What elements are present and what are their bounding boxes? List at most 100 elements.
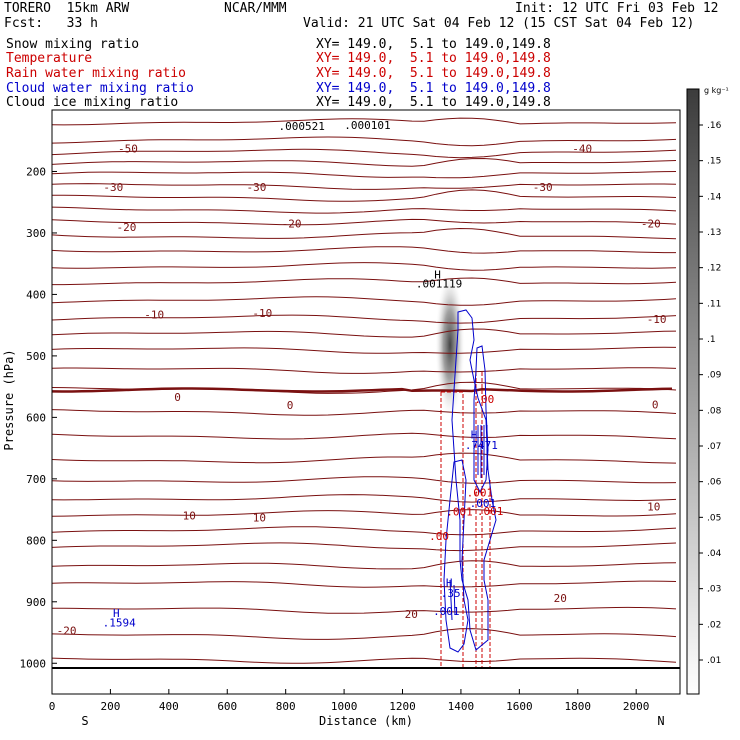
temperature-labels: -50 -40 -30 -30 -30 -20 -20 -20 -10 -10 -10 0 0 0 10 10…: [57, 143, 667, 638]
temperature-label: 10: [183, 510, 196, 523]
y-tick-label: 400: [26, 288, 46, 301]
colorbar-tick-label: .05: [707, 513, 721, 523]
temperature-contour: [52, 494, 677, 503]
colorbar-tick-label: .16: [707, 121, 722, 131]
header-valid: Valid: 21 UTC Sat 04 Feb 12 (15 CST Sat …: [303, 16, 695, 31]
temperature-contour: [52, 452, 677, 464]
cloud-contour: [451, 309, 497, 651]
temperature-label: -10: [252, 307, 272, 320]
temperature-label: 0: [287, 399, 294, 412]
colorbar-tick-label: .13: [707, 228, 721, 238]
header-org: NCAR/MMM: [224, 1, 287, 16]
colorbar-tick-label: .01: [707, 656, 721, 666]
temperature-contour: [52, 314, 677, 324]
x-tick-label: 200: [100, 700, 120, 713]
temperature-contour: [52, 189, 677, 202]
field-range-cloud-ice: XY= 149.0, 5.1 to 149.0,149.8: [316, 95, 551, 110]
temperature-contour: [52, 580, 677, 588]
colorbar-tick-label: .03: [707, 585, 721, 595]
temperature-contour: [52, 227, 677, 240]
temperature-label: -40: [572, 143, 592, 156]
annotation-label: .35: [441, 587, 461, 600]
temperature-contour: [52, 277, 677, 286]
annotation-label: .1594: [103, 617, 136, 630]
colorbar-ramp: [686, 88, 700, 695]
annotation-label: .001: [446, 505, 473, 518]
temperature-label: -30: [103, 181, 123, 194]
colorbar-unit: g kg⁻¹: [704, 86, 729, 95]
cloud-contour: [477, 425, 488, 478]
field-range-cloud-water: XY= 149.0, 5.1 to 149.0,149.8: [316, 81, 551, 96]
field-name-snow: Snow mixing ratio: [6, 37, 140, 52]
temperature-contour: [52, 476, 677, 484]
cloud-contour: [449, 579, 456, 621]
y-tick-label: 800: [26, 534, 46, 547]
y-axis-title: Pressure (hPa): [2, 349, 16, 450]
temperature-contour: [52, 628, 677, 640]
rain-contour: [475, 372, 491, 668]
y-tick-label: 900: [26, 596, 46, 609]
temperature-label: -30: [533, 181, 553, 194]
temperature-contour: [52, 409, 677, 416]
y-tick-label: 700: [26, 473, 46, 486]
colorbar: g kg⁻¹ .16 .15 .14 .13 .12 .11 .1 .09 .08 .07 .06.…: [686, 86, 729, 695]
temperature-contour: [52, 560, 677, 570]
temperature-label: -20: [641, 218, 661, 231]
temperature-contour: [52, 148, 677, 159]
temperature-label: 10: [253, 512, 266, 525]
colorbar-tick-label: .07: [707, 442, 721, 452]
header-model: TORERO 15km ARW: [4, 1, 130, 16]
colorbar-tick-label: .08: [707, 406, 722, 416]
cloud-contour: [473, 345, 489, 494]
colorbar-tick-label: .15: [707, 157, 721, 167]
x-tick-label: 1200: [389, 700, 416, 713]
x-axis-title: Distance (km): [319, 714, 413, 728]
field-name-cloud-water: Cloud water mixing ratio: [6, 81, 194, 96]
temperature-label: 0: [174, 391, 181, 404]
temperature-contour: [52, 296, 677, 306]
temperature-contour: [52, 606, 677, 614]
x-tick-label: 1800: [565, 700, 592, 713]
temperature-contour: [52, 206, 677, 214]
y-tick-label: 500: [26, 350, 46, 363]
temperature-contour: [52, 157, 677, 167]
y-tick-label: 1000: [20, 657, 47, 670]
y-tick-label: 200: [26, 165, 46, 178]
temperature-label: 20: [554, 592, 567, 605]
temperature-contour: [52, 136, 677, 147]
colorbar-tick-label: .11: [707, 299, 721, 309]
temperature-contour: [52, 171, 677, 179]
x-tick-label: 400: [159, 700, 179, 713]
temperature-label: -50: [118, 143, 138, 156]
annotation-label: H: [471, 429, 478, 442]
annotation-label: H: [113, 607, 120, 620]
colorbar-tick-label: .12: [707, 264, 721, 274]
zero-isotherm: [52, 387, 673, 393]
annotation-label: .001: [467, 486, 494, 499]
x-tick-label: 800: [276, 700, 296, 713]
annotation-label: .00: [474, 393, 494, 406]
annotation-label: .000521: [279, 120, 325, 133]
temperature-label: -10: [647, 313, 667, 326]
colorbar-tick-label: .14: [707, 192, 722, 202]
header-fcst: Fcst: 33 h: [4, 16, 98, 31]
temperature-contour: [52, 526, 677, 536]
field-name-rain: Rain water mixing ratio: [6, 66, 187, 81]
temperature-label: -20: [57, 625, 77, 638]
annotation-label: .001: [433, 605, 460, 618]
axes: 0 200 400 600 800 1000 1200 1400 1600 1800 2000200…: [2, 165, 665, 728]
field-name-cloud-ice: Cloud ice mixing ratio: [6, 95, 179, 110]
temperature-contour: [52, 218, 677, 226]
temperature-contour: [52, 657, 677, 664]
temperature-contour: [52, 246, 676, 254]
colorbar-tick-label: .1: [707, 335, 716, 345]
annotation-label: .001: [470, 497, 497, 510]
cloud-contour: [443, 459, 469, 653]
colorbar-tick-label: .02: [707, 620, 721, 630]
colorbar-tick-label: .09: [707, 371, 722, 381]
colorbar-tick-label: .06: [707, 478, 722, 488]
annotation-label: .001119: [416, 277, 462, 290]
temperature-label: 20: [405, 608, 418, 621]
annotation-label: .00: [429, 530, 449, 543]
